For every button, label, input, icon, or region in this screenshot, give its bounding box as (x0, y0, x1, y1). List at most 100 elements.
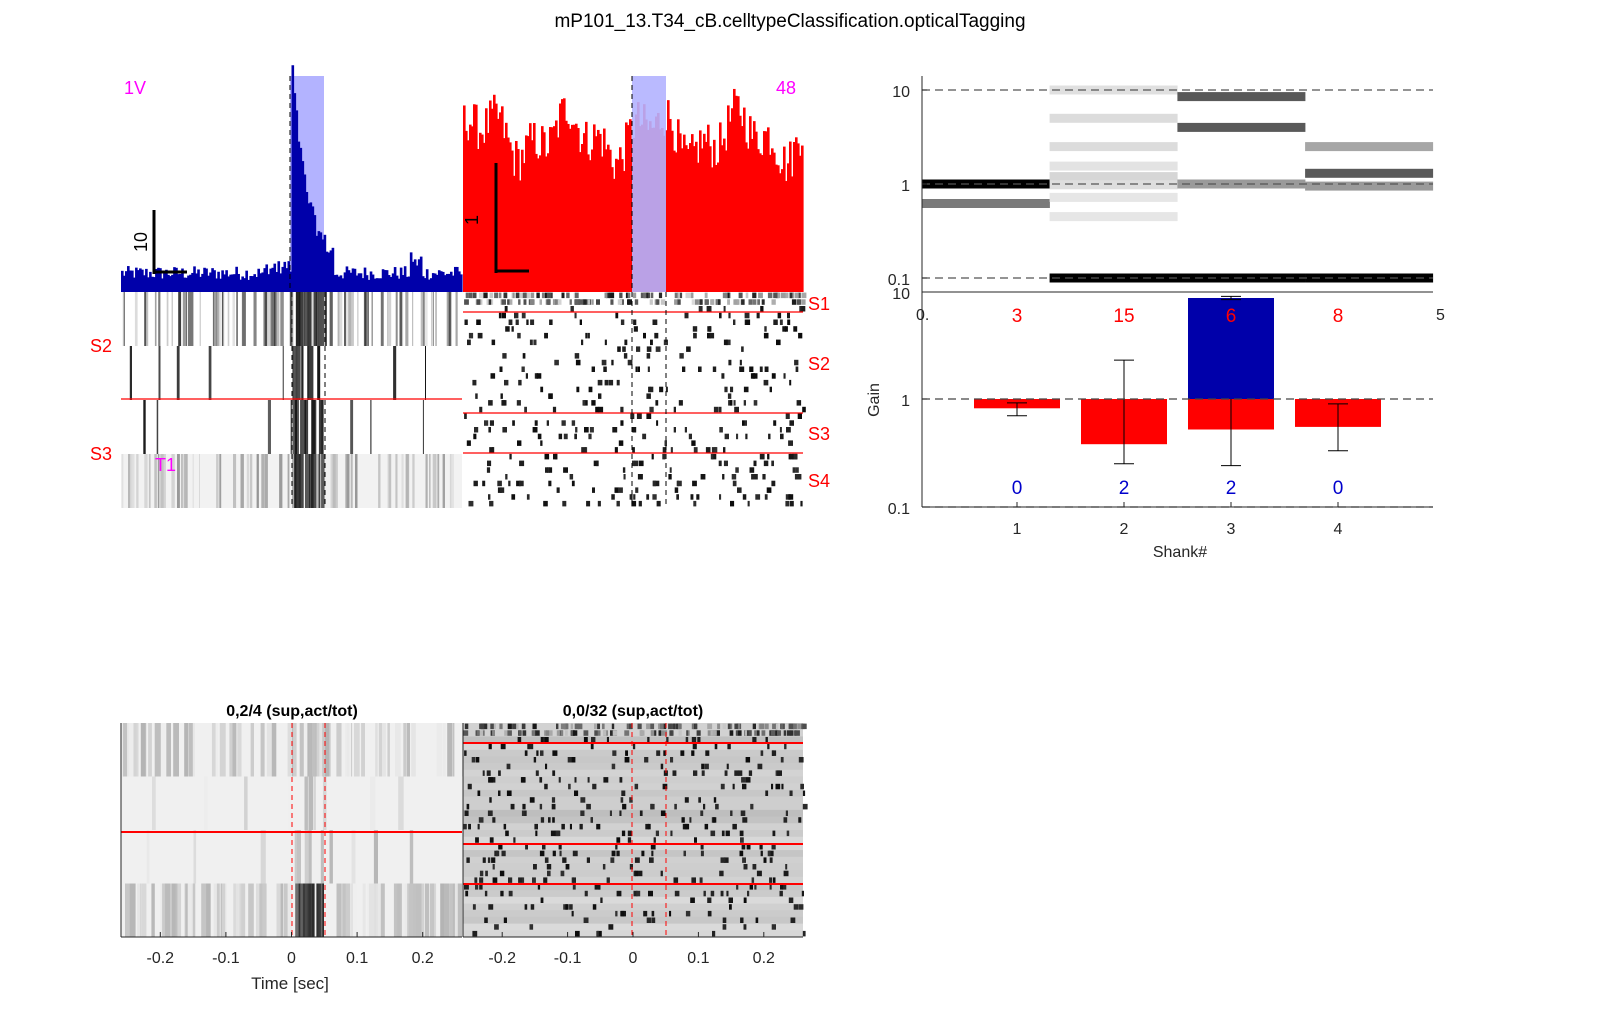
left-heatmap-stripe (259, 883, 263, 937)
right-psth-bar (707, 124, 710, 292)
right-psth-bar (507, 137, 510, 292)
left-heatmap-stripe (329, 830, 333, 884)
right-psth-bar (701, 148, 704, 292)
right-psth-bar (537, 158, 540, 292)
left-psth-bar (299, 147, 303, 292)
right-heatmap-tick (770, 730, 776, 736)
right-heatmap-row (463, 789, 803, 797)
left-psth-bar (413, 259, 417, 292)
left-raster-evoked (318, 454, 320, 508)
right-heatmap-tick (775, 783, 781, 790)
left-psth-bar (195, 273, 198, 292)
right-raster-tick (468, 292, 473, 299)
right-raster-tick (603, 366, 607, 372)
right-heatmap-tick (691, 877, 696, 883)
left-psth-bar (219, 278, 222, 292)
right-psth-bar (781, 169, 784, 292)
right-heatmap-tick (726, 763, 729, 770)
left-psth-bar (417, 259, 421, 292)
right-psth-bar (519, 180, 522, 292)
right-heatmap-tick (676, 723, 682, 730)
right-raster-tick (473, 480, 478, 487)
right-heatmap-tick (772, 750, 777, 756)
left-raster-stripe (325, 292, 327, 346)
left-raster-stripe (425, 454, 428, 508)
right-raster-tick (633, 326, 638, 332)
left-psth-bar (205, 268, 208, 292)
right-heatmap-tick (710, 830, 716, 837)
left-psth-bar (419, 256, 423, 292)
right-raster-tick (782, 326, 786, 332)
right-raster-tick (767, 453, 770, 460)
right-heatmap-tick (714, 743, 718, 750)
left-psth-bar (165, 269, 168, 292)
right-raster-tick (633, 319, 637, 325)
left-psth-bar (189, 274, 192, 292)
left-psth-bar (151, 276, 154, 292)
right-heatmap-tick (597, 930, 602, 937)
right-raster-tick (614, 487, 619, 493)
left-raster-stripe (289, 292, 293, 346)
right-raster-tick (507, 299, 510, 305)
left-raster-evoked (297, 400, 299, 454)
right-heatmap-tick (501, 850, 506, 857)
left-psth-bar (131, 270, 134, 292)
right-heatmap-tick (568, 783, 571, 790)
right-raster-tick (646, 292, 651, 299)
left-psth-bar (301, 161, 305, 292)
right-heatmap-tick (764, 723, 769, 730)
left-heatmap-evoked (307, 776, 311, 830)
right-heatmap-tick (499, 723, 503, 730)
left-heatmap-stripe (172, 883, 176, 937)
right-raster-tick (517, 440, 522, 446)
left-raster-stripe (282, 346, 284, 400)
left-psth-bar (295, 110, 299, 292)
left-psth-bar (361, 278, 365, 292)
right-psth-bar (739, 115, 742, 293)
right-psth-bar (491, 108, 494, 292)
right-raster-tick (521, 366, 525, 372)
left-raster-stripe (136, 292, 138, 346)
right-heatmap-tick (728, 897, 733, 903)
right-heatmap-row (463, 903, 803, 911)
right-raster-tick (745, 433, 748, 440)
right-heatmap-tick (749, 884, 753, 890)
right-heatmap-tick (684, 823, 690, 830)
left-raster-evoked (303, 400, 307, 454)
right-raster-tick (622, 467, 626, 473)
right-raster-tick (587, 332, 590, 339)
right-raster-tick (504, 379, 509, 386)
left-psth-bar (213, 270, 216, 292)
left-heatmap-stripe (140, 723, 146, 777)
right-heatmap-tick (739, 830, 744, 837)
right-raster-tick (793, 326, 798, 332)
gain-ytick-label-1: 1 (901, 393, 910, 410)
right-raster-tick (737, 299, 740, 305)
right-psth-bar (737, 96, 740, 292)
right-raster-tick (730, 386, 734, 393)
right-heatmap-tick (572, 877, 576, 883)
left-psth-bar (133, 277, 136, 292)
right-raster-tick (793, 453, 798, 460)
right-psth-bar (589, 160, 592, 292)
right-psth-bar (525, 135, 528, 292)
right-raster-tick (674, 292, 679, 299)
right-raster-tick (500, 393, 503, 399)
right-heatmap-tick (491, 777, 496, 783)
left-raster-stripe (178, 292, 182, 346)
right-heatmap-tick (781, 783, 784, 790)
right-psth-bar (779, 173, 782, 292)
right-raster-tick (478, 292, 484, 299)
left-raster-stripe (371, 292, 373, 346)
right-heatmap-tick (707, 730, 712, 736)
right-heatmap-tick (530, 904, 535, 910)
right-raster-tick (611, 494, 615, 500)
right-heatmap-tick (658, 730, 662, 736)
left-raster-stripe (219, 454, 222, 508)
left-heatmap-stripe (368, 883, 375, 937)
right-heatmap-tick (518, 877, 523, 883)
left-psth-bar (345, 266, 349, 292)
right-heatmap-tick (637, 870, 643, 877)
right-heatmap-tick (659, 730, 665, 736)
right-raster-tick (771, 299, 776, 305)
